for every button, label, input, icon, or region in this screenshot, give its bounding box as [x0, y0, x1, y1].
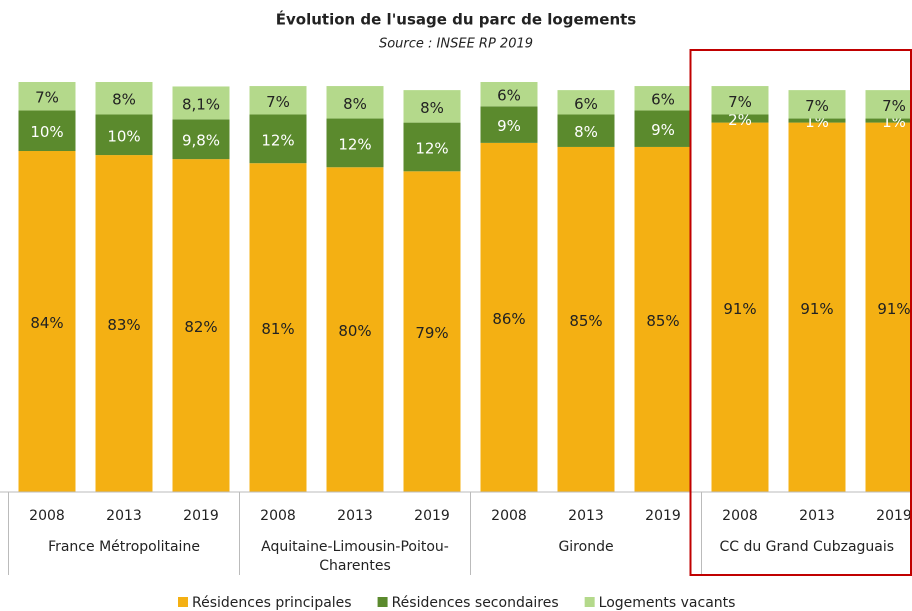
data-label: 86%	[492, 310, 525, 328]
bar-segment	[711, 86, 769, 115]
x-tick-label: 2008	[722, 508, 758, 524]
bar-segment	[18, 82, 76, 111]
data-label: 6%	[651, 91, 675, 109]
data-label: 7%	[35, 89, 59, 107]
x-tick-label: 2013	[106, 508, 142, 524]
legend-swatch	[377, 597, 388, 607]
data-label: 12%	[415, 139, 448, 157]
group-label: CC du Grand Cubzaguais	[719, 539, 895, 555]
x-tick-label: 2008	[491, 508, 527, 524]
data-label: 9,8%	[182, 132, 220, 150]
chart-title: Évolution de l'usage du parc de logement…	[276, 10, 637, 29]
data-label: 10%	[30, 123, 63, 141]
data-label: 83%	[107, 316, 140, 334]
x-tick-label: 2019	[645, 508, 681, 524]
legend-label: Logements vacants	[599, 595, 736, 611]
legend-label: Résidences secondaires	[392, 595, 559, 611]
bar-segment	[95, 82, 153, 115]
group-label: Aquitaine-Limousin-Poitou-Charentes	[261, 539, 449, 574]
bar-segment	[18, 151, 76, 493]
legend-label: Résidences principales	[192, 595, 352, 611]
bar-segment	[249, 114, 307, 164]
bar-segment	[172, 119, 230, 160]
x-tick-label: 2019	[414, 508, 450, 524]
x-tick-label: 2008	[29, 508, 65, 524]
bar-segment	[711, 122, 769, 493]
bar-segment	[95, 155, 153, 492]
bar-segment	[403, 171, 461, 492]
bar-segment	[557, 90, 615, 115]
data-label: 91%	[723, 300, 756, 318]
bar-segment	[634, 146, 692, 492]
bar-segment	[788, 90, 846, 119]
data-label: 12%	[338, 135, 371, 153]
data-label: 8%	[112, 91, 136, 109]
bar-segment	[865, 122, 912, 493]
data-label: 8%	[343, 95, 367, 113]
bar-segment	[865, 118, 912, 123]
data-label: 8,1%	[182, 95, 220, 113]
bar-segment	[18, 110, 76, 152]
bar-segment	[403, 122, 461, 172]
x-tick-label: 2019	[876, 508, 912, 524]
bar-segment	[788, 122, 846, 493]
legend-swatch	[584, 597, 595, 607]
bar-segment	[95, 114, 153, 156]
data-label: 85%	[646, 312, 679, 330]
chart-subtitle: Source : INSEE RP 2019	[379, 37, 533, 52]
bar-segment	[711, 114, 769, 123]
bar-segment	[326, 167, 384, 492]
bar-segment	[557, 114, 615, 147]
data-label: 91%	[877, 300, 910, 318]
x-tick-label: 2008	[260, 508, 296, 524]
bar-segment	[634, 110, 692, 147]
bar-segment	[403, 90, 461, 123]
bar-segment	[634, 86, 692, 111]
data-label: 84%	[30, 314, 63, 332]
bar-segment	[480, 82, 538, 107]
bar-segment	[788, 118, 846, 123]
data-label: 6%	[574, 95, 598, 113]
x-tick-label: 2013	[799, 508, 835, 524]
bar-segment	[480, 142, 538, 492]
x-tick-label: 2013	[568, 508, 604, 524]
data-label: 9%	[651, 121, 675, 139]
highlight-box	[689, 49, 912, 576]
bar-segment	[865, 90, 912, 119]
data-label: 82%	[184, 318, 217, 336]
data-label: 7%	[882, 97, 906, 115]
data-label: 7%	[805, 97, 829, 115]
data-label: 85%	[569, 312, 602, 330]
data-label: 7%	[728, 93, 752, 111]
data-label: 79%	[415, 324, 448, 342]
data-label: 12%	[261, 131, 294, 149]
data-label: 8%	[574, 123, 598, 141]
bar-segment	[172, 159, 230, 492]
bar-segment	[249, 163, 307, 493]
data-label: 2%	[728, 111, 752, 129]
data-label: 8%	[420, 99, 444, 117]
x-tick-label: 2019	[183, 508, 219, 524]
x-tick-label: 2013	[337, 508, 373, 524]
data-label: 91%	[800, 300, 833, 318]
data-label: 9%	[497, 117, 521, 135]
data-label: 80%	[338, 322, 371, 340]
data-label: 10%	[107, 127, 140, 145]
bar-segment	[249, 86, 307, 115]
bar-segment	[326, 118, 384, 168]
data-label: 7%	[266, 93, 290, 111]
legend-swatch	[178, 597, 188, 607]
bar-segment	[326, 86, 384, 119]
bar-segment	[172, 86, 230, 120]
data-label: 81%	[261, 320, 294, 338]
group-label: France Métropolitaine	[48, 539, 200, 555]
group-label: Gironde	[558, 539, 614, 555]
bar-segment	[557, 146, 615, 492]
data-label: 6%	[497, 87, 521, 105]
bar-segment	[480, 106, 538, 143]
